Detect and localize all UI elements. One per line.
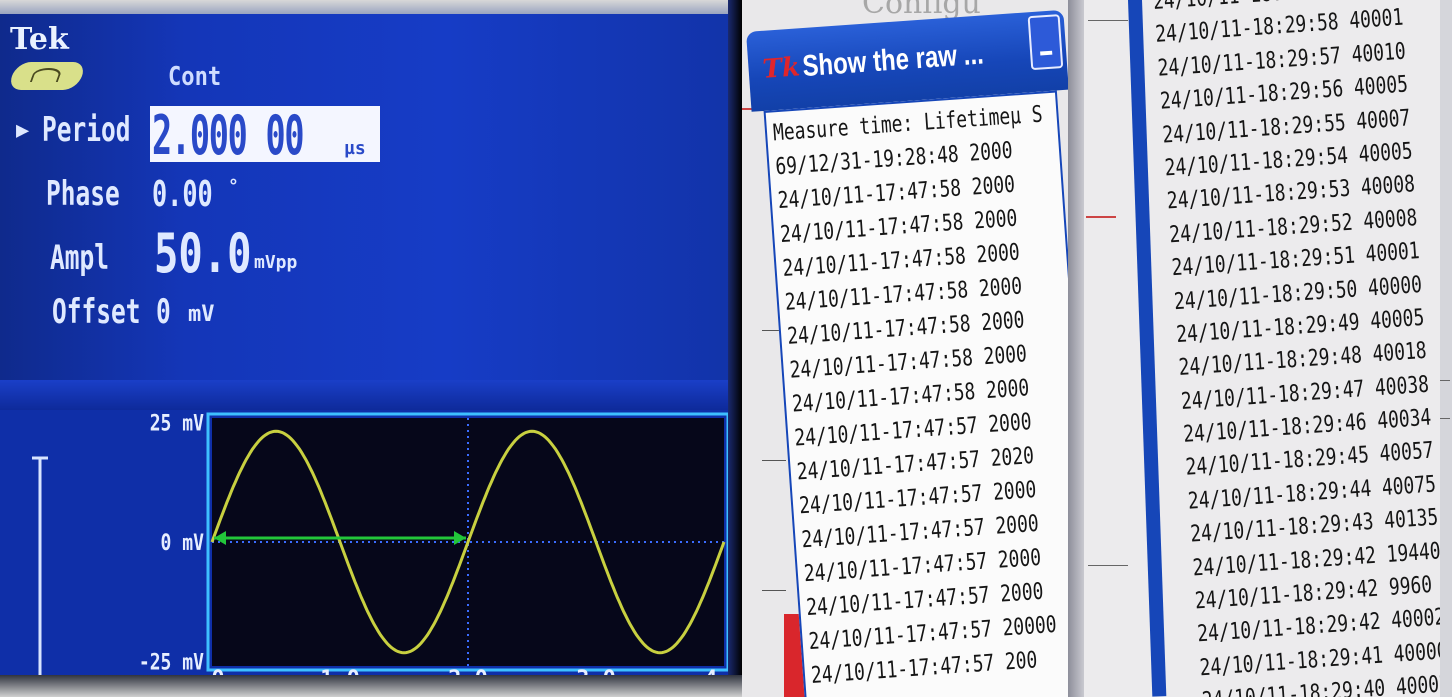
- background-marker: [1086, 216, 1116, 218]
- window-edge: [1068, 0, 1084, 697]
- scrollbar[interactable]: [1440, 0, 1452, 697]
- window-title: Show the raw ...: [801, 37, 985, 84]
- log-list[interactable]: 24/10/11-18:29:59 4000324/10/11-18:29:58…: [1152, 0, 1452, 697]
- log-panel: 24/10/11-18:29:59 4000324/10/11-18:29:58…: [1068, 0, 1452, 697]
- raw-data-window: Tk Show the raw ... Measure time: Lifeti…: [746, 9, 1068, 697]
- screen-bezel-top: [0, 0, 742, 14]
- period-unit: µs: [344, 138, 366, 159]
- offset-label: Offset: [52, 292, 141, 332]
- run-mode-icon: [6, 62, 88, 90]
- selected-pointer-icon: ▶: [16, 118, 30, 143]
- raw-data-list[interactable]: Measure time: Lifetimeµ S 69/12/31-19:28…: [763, 90, 1068, 697]
- y-tick-label: -25 mV: [139, 649, 204, 675]
- sine-waveform: [210, 429, 726, 655]
- background-window-title: Configu: [862, 0, 981, 21]
- offset-unit: mV: [188, 302, 215, 327]
- app-logo-icon: Tk: [761, 52, 802, 85]
- waveform-preview: 25 mV0 mV-25 mV01.02.03.04.0µs: [0, 410, 742, 697]
- amplitude-label: Ampl: [50, 238, 109, 278]
- minimize-icon: [1040, 50, 1053, 56]
- screen-bezel-bottom: [0, 675, 742, 697]
- phase-label: Phase: [46, 174, 120, 214]
- raw-data-panel: Configu Tk Show the raw ... Measure time…: [742, 0, 1068, 697]
- period-edit-box[interactable]: [150, 106, 380, 162]
- period-marker-arrow-right: [454, 531, 466, 545]
- waveform-plot: 25 mV0 mV-25 mV01.02.03.04.0µs: [0, 410, 742, 697]
- y-tick-label: 0 mV: [161, 529, 204, 555]
- minimize-button[interactable]: [1027, 14, 1064, 71]
- period-label: Period: [42, 110, 131, 150]
- period-value[interactable]: 2.000 00: [152, 104, 305, 167]
- amplitude-unit: mVpp: [254, 252, 298, 273]
- brand-logo: Tek: [10, 22, 69, 57]
- offset-value[interactable]: 0: [156, 292, 171, 332]
- amplitude-value[interactable]: 50.0: [154, 222, 252, 285]
- period-marker-arrow-left: [214, 531, 226, 545]
- panel-divider: [0, 380, 742, 410]
- run-mode-label: Cont: [168, 62, 222, 92]
- y-tick-label: 25 mV: [150, 410, 204, 436]
- phase-unit: °: [228, 176, 239, 197]
- screen-bezel-right: [728, 0, 742, 697]
- generator-screen: Tek Cont ▶ Period 2.000 00 µs Phase 0.00…: [0, 0, 742, 697]
- phase-value[interactable]: 0.00: [152, 174, 213, 215]
